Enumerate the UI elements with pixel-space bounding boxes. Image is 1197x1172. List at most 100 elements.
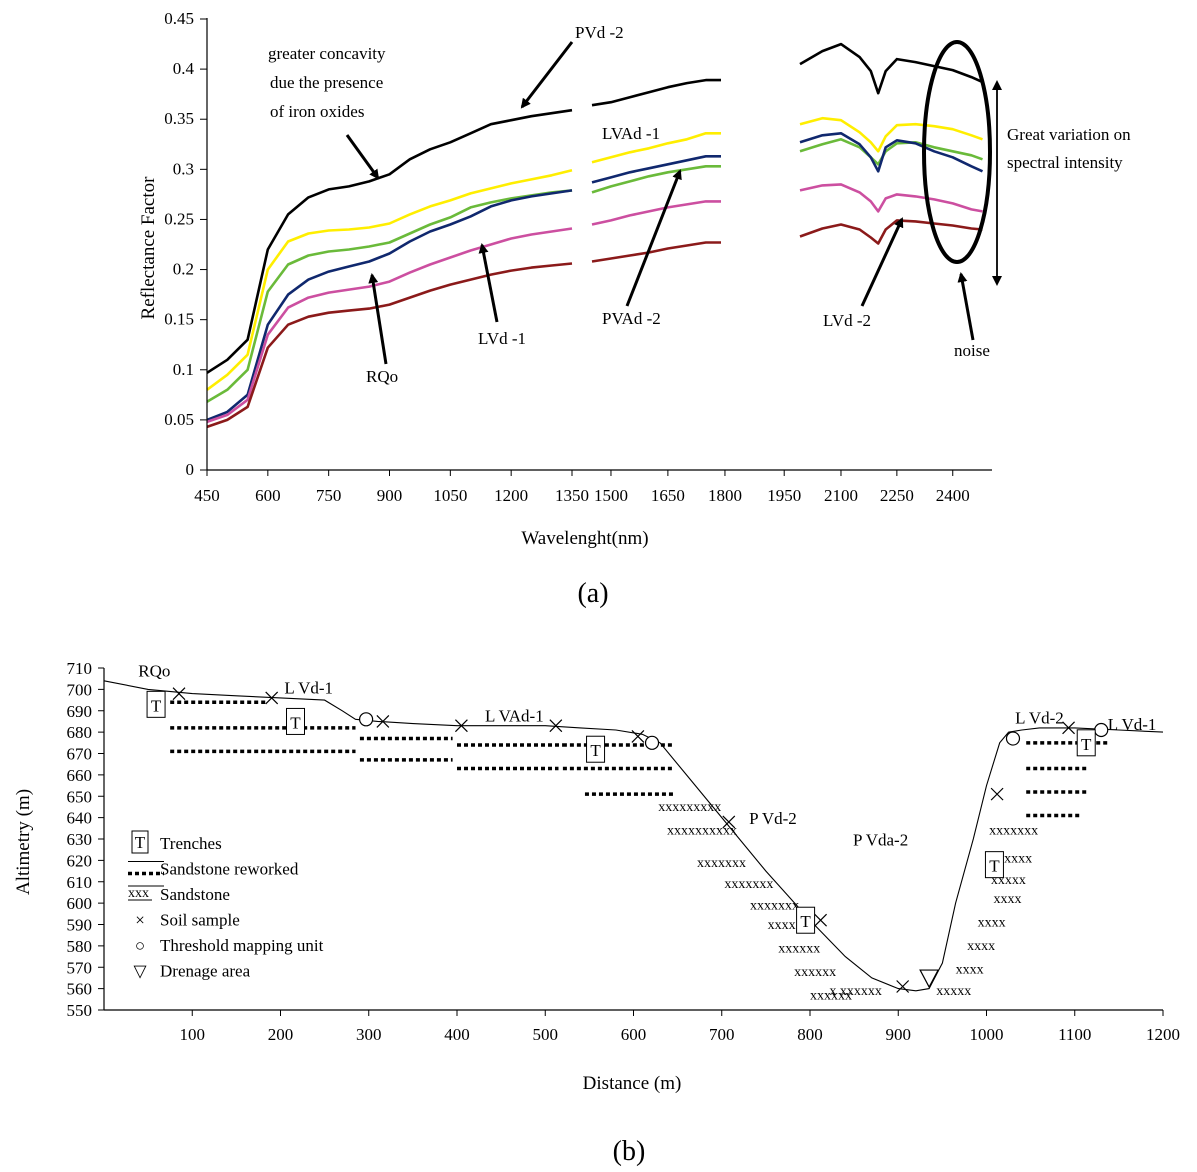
legend-label: Trenches (160, 834, 222, 853)
sandstone-pattern: xxxxx (997, 852, 1032, 867)
x-tick-label-b: 100 (180, 1025, 206, 1044)
sandstone-pattern: xxxx (967, 939, 995, 954)
y-tick-label-b: 590 (67, 916, 93, 935)
y-tick-label-b: 710 (67, 659, 93, 678)
trench-mark: T (151, 696, 162, 715)
x-tick-label-b: 1000 (970, 1025, 1004, 1044)
legend: T Trenches Sandstone reworked xxx Sandstone ×… (128, 830, 324, 981)
sandstone-pattern: xxxx (768, 918, 796, 933)
y-tick-label-b: 670 (67, 745, 93, 764)
drainage-mark (919, 969, 940, 989)
x-tick-label-b: 900 (886, 1025, 912, 1044)
unit-label: P Vda-2 (853, 830, 908, 849)
soil-sample-mark (896, 980, 910, 993)
arrow-pvad-2 (625, 169, 682, 307)
y-tick-label-b: 640 (67, 809, 93, 828)
noise-ellipse (922, 40, 992, 264)
arrow-lvd-1 (478, 243, 499, 323)
unit-label: L VAd-1 (485, 706, 544, 725)
legend-label: Sandstone reworked (160, 860, 299, 879)
x-tick-label: 900 (377, 486, 403, 505)
x-tick-label: 750 (316, 486, 342, 505)
y-tick-label: 0.15 (164, 310, 194, 329)
y-tick-label-b: 610 (67, 873, 93, 892)
y-tick-label: 0.1 (173, 360, 194, 379)
x-tick-label-b: 200 (268, 1025, 294, 1044)
y-tick-label-b: 570 (67, 958, 93, 977)
spectral-chart: 0 0.05 0.1 0.15 0.2 0.25 0.3 0.35 0.4 0.45 450 600 7… (138, 9, 1131, 609)
trench-mark: T (1081, 735, 1092, 754)
y-tick-label: 0.05 (164, 410, 194, 429)
legend-symbol: × (135, 911, 145, 930)
y-tick-label-b: 550 (67, 1001, 93, 1020)
label-lvd-2: LVd -2 (823, 311, 871, 330)
x-tick-label-b: 800 (797, 1025, 823, 1044)
trench-mark: T (800, 912, 811, 931)
caption-a: (a) (577, 578, 608, 609)
sandstone-pattern: xxxxxxx (724, 877, 773, 892)
soil-sample-mark (631, 729, 645, 743)
x-tick-label: 1950 (767, 486, 801, 505)
x-tick-label-b: 500 (533, 1025, 559, 1044)
soil-sample-mark (376, 715, 390, 728)
threshold-mark (1094, 722, 1109, 738)
x-tick-label: 2250 (880, 486, 914, 505)
trench-mark: T (590, 741, 601, 760)
soil-sample-mark (1062, 721, 1075, 735)
sandstone-pattern: xxxxx (936, 984, 971, 999)
y-tick-label: 0.3 (173, 159, 194, 178)
y-tick-label: 0 (186, 460, 195, 479)
sandstone-pattern: xxxx (956, 963, 984, 978)
trench-mark: T (989, 857, 1000, 876)
threshold-mark (359, 712, 374, 727)
trench-mark: T (290, 713, 301, 732)
y-tick-label-b: 650 (67, 787, 93, 806)
series-line-2 (206, 138, 983, 403)
threshold-mark (1005, 731, 1021, 746)
y-tick-label-b: 700 (67, 680, 93, 699)
y-tick-label-b: 580 (67, 937, 93, 956)
x-tick-label: 1500 (594, 486, 628, 505)
trench-box (796, 906, 816, 934)
y-tick-label-b: 560 (67, 980, 93, 999)
arrow-lvd-2 (860, 217, 904, 307)
y-tick-label-b: 660 (67, 766, 93, 785)
annotation-variation-2: spectral intensity (1007, 153, 1123, 172)
unit-label: L Vd-1 (1108, 715, 1157, 734)
legend-sandstone-symbol: xxx (128, 886, 149, 901)
arrow-pvd-2 (520, 41, 574, 109)
x-tick-label-b: 700 (709, 1025, 735, 1044)
soil-sample-mark (814, 913, 828, 927)
soil-sample-mark (265, 691, 279, 705)
arrow-noise (957, 272, 975, 341)
x-tick-label-b: 1200 (1146, 1025, 1180, 1044)
y-tick-label-b: 620 (67, 851, 93, 870)
unit-label: P Vd-2 (749, 809, 797, 828)
series-line-4 (206, 183, 983, 424)
y-tick-label-b: 690 (67, 702, 93, 721)
series-line-5 (206, 219, 983, 429)
x-tick-label: 450 (194, 486, 220, 505)
label-lvad-1: LVAd -1 (602, 124, 660, 143)
x-tick-label-b: 600 (621, 1025, 647, 1044)
sandstone-pattern: xxxxxxx (989, 824, 1038, 839)
annotation-variation-1: Great variation on (1007, 125, 1131, 144)
y-tick-label: 0.25 (164, 209, 194, 228)
y-axis-label-b: Altimetry (m) (13, 789, 34, 895)
legend-trench-box (131, 830, 149, 854)
legend-symbol: ○ (135, 936, 145, 955)
x-tick-label-b: 1100 (1058, 1025, 1091, 1044)
y-tick-label: 0.2 (173, 260, 194, 279)
sandstone-pattern: xxxxxxx (697, 856, 746, 871)
legend-trench-symbol: T (135, 833, 146, 852)
label-pvd-2: PVd -2 (575, 23, 624, 42)
sandstone-pattern: xxxxxxxxxx (667, 824, 737, 839)
trench-box (146, 690, 166, 718)
y-tick-label: 0.45 (164, 9, 194, 28)
x-tick-label-b: 400 (444, 1025, 470, 1044)
y-tick-label-b: 630 (67, 830, 93, 849)
y-tick-label-b: 600 (67, 894, 93, 913)
series-line-1 (206, 116, 983, 391)
unit-label: RQo (138, 662, 170, 681)
